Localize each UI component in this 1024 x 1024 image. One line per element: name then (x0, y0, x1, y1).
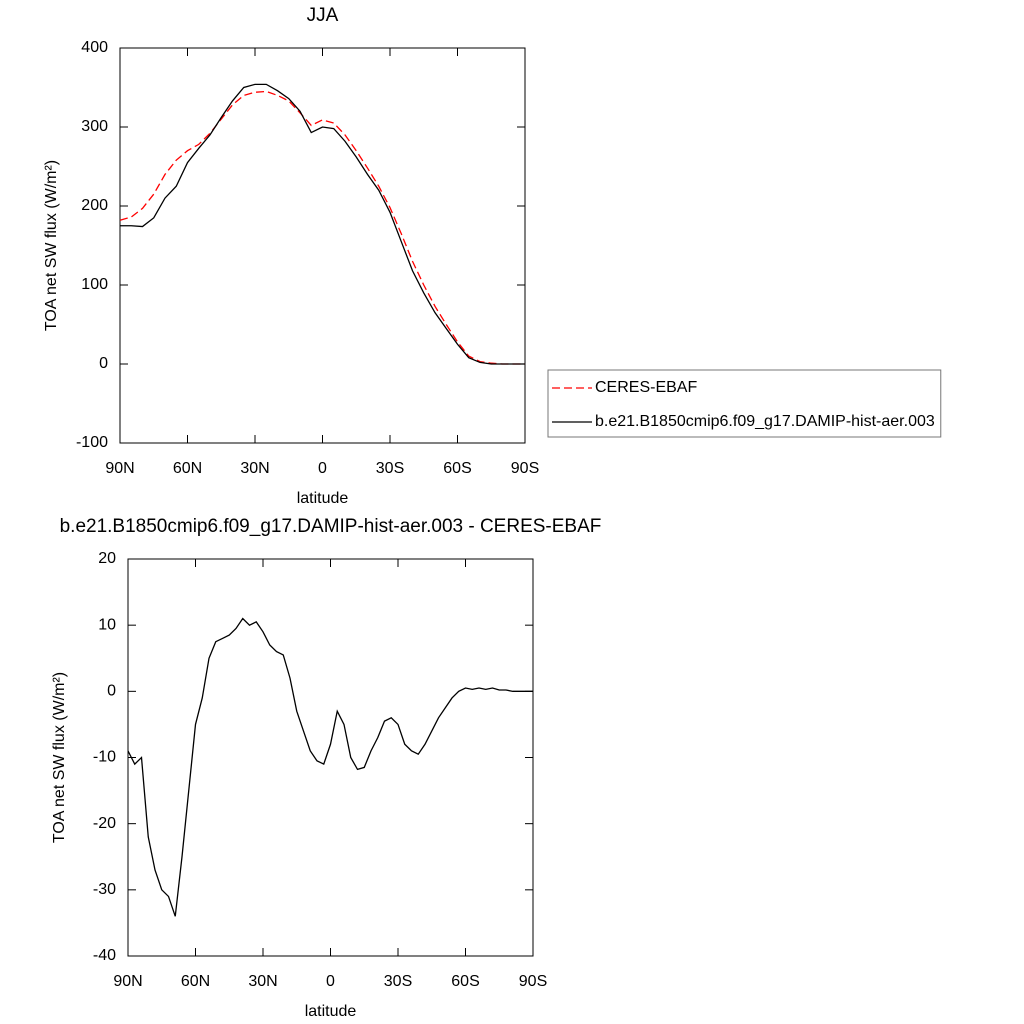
y-tick-label: -100 (76, 434, 108, 451)
data-line (120, 83, 525, 365)
y-tick-label: -40 (93, 947, 116, 964)
x-tick-label: 60N (181, 973, 210, 990)
x-tick-label: 90S (511, 460, 539, 477)
data-line (119, 90, 525, 365)
legend-box (547, 369, 942, 438)
x-axis-label: latitude (297, 490, 349, 507)
x-tick-label: 60S (451, 973, 479, 990)
y-axis-label: TOA net SW flux (W/m²) (43, 160, 60, 331)
y-tick-label: 10 (98, 616, 116, 633)
x-tick-label: 90N (113, 973, 142, 990)
x-tick-label: 90S (519, 973, 547, 990)
data-line (127, 617, 533, 917)
y-tick-label: 20 (98, 550, 116, 567)
y-tick-label: 200 (81, 197, 108, 214)
y-tick-label: -10 (93, 749, 116, 766)
y-tick-label: -20 (93, 815, 116, 832)
chart-title: JJA (307, 5, 339, 26)
y-tick-label: 300 (81, 118, 108, 135)
x-tick-label: 30N (248, 973, 277, 990)
x-axis-label: latitude (305, 1003, 357, 1020)
y-tick-label: 0 (99, 355, 108, 372)
x-tick-label: 30S (384, 973, 412, 990)
y-tick-label: 0 (107, 683, 116, 700)
x-tick-label: 60S (443, 460, 471, 477)
x-tick-label: 0 (326, 973, 335, 990)
x-tick-label: 30S (376, 460, 404, 477)
y-tick-label: -30 (93, 881, 116, 898)
y-tick-label: 400 (81, 39, 108, 56)
plot-frame (119, 47, 526, 444)
x-tick-label: 0 (318, 460, 327, 477)
y-tick-label: 100 (81, 276, 108, 293)
legend-label: CERES-EBAF (595, 379, 697, 396)
plot-frame (127, 558, 534, 957)
x-tick-label: 90N (105, 460, 134, 477)
legend-label: b.e21.B1850cmip6.f09_g17.DAMIP-hist-aer.… (595, 413, 935, 430)
y-axis-label: TOA net SW flux (W/m²) (51, 672, 68, 843)
x-tick-label: 30N (240, 460, 269, 477)
x-tick-label: 60N (173, 460, 202, 477)
chart-title: b.e21.B1850cmip6.f09_g17.DAMIP-hist-aer.… (60, 516, 602, 537)
